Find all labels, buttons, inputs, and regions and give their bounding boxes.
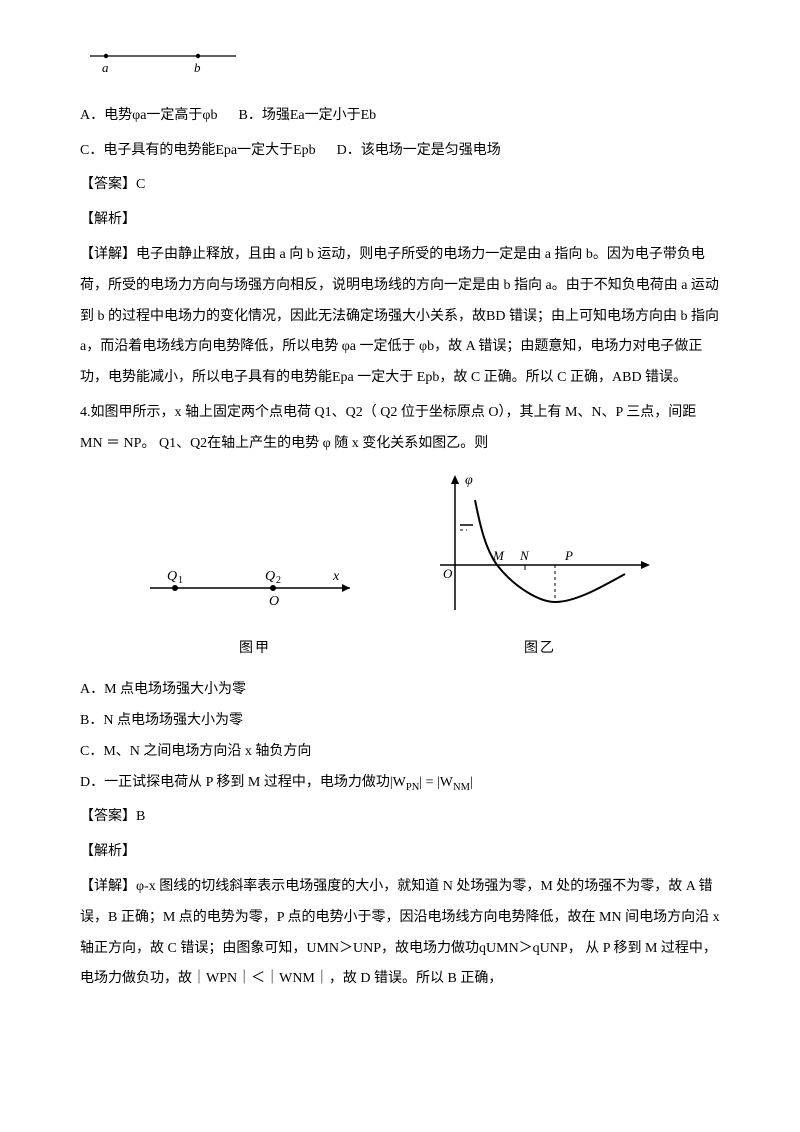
q4-detail-text: φ-x 图线的切线斜率表示电场强度的大小，就知道 N 处场强为零，M 处的场强不… <box>80 879 720 986</box>
svg-text:φ: φ <box>465 473 473 488</box>
q3-options-row1: A．电势φa一定高于φb B．场强Ea一定小于Eb <box>80 101 720 132</box>
q4-opt-b: B．N 点电场场强大小为零 <box>80 706 720 737</box>
figB-caption: 图乙 <box>425 634 655 665</box>
q3-opt-d: D．该电场一定是匀强电场 <box>337 136 501 167</box>
q4-opt-c: C．M、N 之间电场方向沿 x 轴负方向 <box>80 737 720 768</box>
svg-text:O: O <box>269 594 279 609</box>
q3-detail-text: 电子由静止释放，且由 a 向 b 运动，则电子所受的电场力一定是由 a 指向 b… <box>80 247 719 385</box>
q3-detail: 【详解】电子由静止释放，且由 a 向 b 运动，则电子所受的电场力一定是由 a … <box>80 240 720 394</box>
q4-detail: 【详解】φ-x 图线的切线斜率表示电场强度的大小，就知道 N 处场强为零，M 处… <box>80 872 720 995</box>
q4-opt-d-eq: |WPN| = |WNM| <box>390 775 473 790</box>
svg-text:M: M <box>492 548 505 563</box>
svg-text:Q: Q <box>167 569 177 584</box>
q3-options-row2: C．电子具有的电势能Epa一定大于Epb D．该电场一定是匀强电场 <box>80 136 720 167</box>
q4-detail-label: 【详解】 <box>80 879 136 894</box>
ab-b: b <box>194 60 201 75</box>
q3-answer: 【答案】C <box>80 170 720 201</box>
q3-opt-c: C．电子具有的电势能Epa一定大于Epb <box>80 136 316 167</box>
q3-parse-label: 【解析】 <box>80 205 720 236</box>
svg-text:O: O <box>443 566 453 581</box>
q4-opt-a: A．M 点电场场强大小为零 <box>80 675 720 706</box>
svg-text:1: 1 <box>178 575 183 586</box>
figA-caption: 图甲 <box>145 634 365 665</box>
svg-text:N: N <box>519 548 530 563</box>
q4-stem: 4.如图甲所示，x 轴上固定两个点电荷 Q1、Q2（ Q2 位于坐标原点 O），… <box>80 398 720 460</box>
q4-answer: 【答案】B <box>80 802 720 833</box>
q4-opt-d-prefix: D．一正试探电荷从 P 移到 M 过程中，电场力做功 <box>80 775 390 790</box>
q4-opt-d: D．一正试探电荷从 P 移到 M 过程中，电场力做功|WPN| = |WNM| <box>80 768 720 799</box>
q4-figure-a: Q1 Q2 x O 图甲 <box>145 550 365 666</box>
q4-figure-b: φ O M N P 图乙 <box>425 470 655 666</box>
q3-ab-diagram: a b <box>88 48 720 89</box>
q3-opt-b: B．场强Ea一定小于Eb <box>238 101 376 132</box>
q3-detail-label: 【详解】 <box>80 247 136 262</box>
svg-text:P: P <box>564 548 573 563</box>
svg-text:x: x <box>332 569 340 584</box>
ab-a: a <box>102 60 109 75</box>
q4-figures: Q1 Q2 x O 图甲 φ O M N P 图 <box>80 470 720 666</box>
q3-opt-a: A．电势φa一定高于φb <box>80 101 217 132</box>
q4-parse-label: 【解析】 <box>80 837 720 868</box>
svg-text:Q: Q <box>265 569 275 584</box>
svg-text:2: 2 <box>276 575 281 586</box>
